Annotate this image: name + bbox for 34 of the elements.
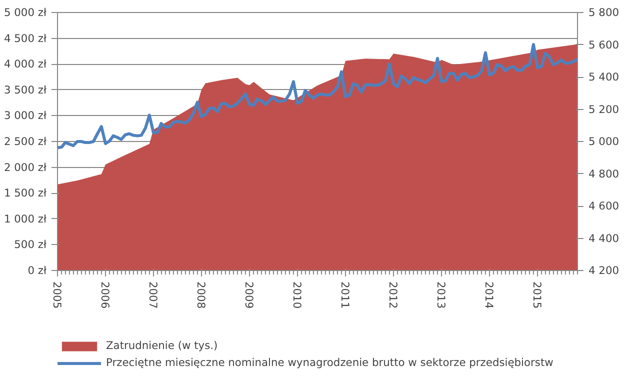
y-tick-label: 500 zł: [14, 238, 48, 252]
y-tick-label: 1 000 zł: [4, 212, 48, 226]
x-tick-label: 2011: [338, 282, 352, 309]
x-tick-label: 2005: [50, 282, 64, 309]
y2-tick-label: 5 200: [588, 102, 620, 116]
y2-tick-label: 4 400: [588, 232, 620, 245]
y-tick-label: 3 000 zł: [4, 109, 48, 122]
y2-tick-label: 4 200: [588, 264, 620, 277]
x-tick-label: 2008: [194, 282, 208, 309]
y-tick-label: 4 000 zł: [4, 58, 48, 71]
x-tick-label: 2010: [290, 282, 304, 309]
x-tick-label: 2009: [242, 282, 256, 309]
y2-tick-label: 5 600: [588, 38, 620, 52]
x-tick-label: 2014: [482, 282, 496, 309]
y-tick-label: 2 000 zł: [4, 160, 48, 174]
y-tick-label: 1 500 zł: [4, 186, 48, 200]
y-tick-label: 5 000 zł: [4, 6, 48, 19]
x-tick-label: 2013: [434, 282, 448, 309]
legend-label: Przeciętne miesięczne nominalne wynagrodzenie brutto w sektorze przedsiębiorstw: [106, 356, 554, 369]
y2-tick-label: 5 400: [588, 70, 620, 84]
legend-label: Zatrudnienie (w tys.): [106, 339, 218, 352]
y-tick-label: 4 500 zł: [4, 32, 48, 45]
y-tick-label: 0 zł: [28, 264, 48, 277]
x-tick-label: 2015: [530, 282, 544, 309]
x-tick-label: 2007: [146, 282, 160, 309]
y2-tick-label: 4 800: [588, 167, 620, 180]
y-tick-label: 3 500 zł: [4, 83, 48, 96]
x-tick-label: 2006: [98, 282, 112, 309]
y2-tick-label: 5 800: [588, 6, 620, 19]
line-series: [58, 42, 578, 150]
y2-tick-label: 5 000: [588, 135, 620, 148]
y2-tick-label: 4 600: [588, 200, 620, 212]
y-tick-label: 2 500 zł: [4, 135, 48, 148]
x-tick-label: 2012: [386, 282, 400, 309]
